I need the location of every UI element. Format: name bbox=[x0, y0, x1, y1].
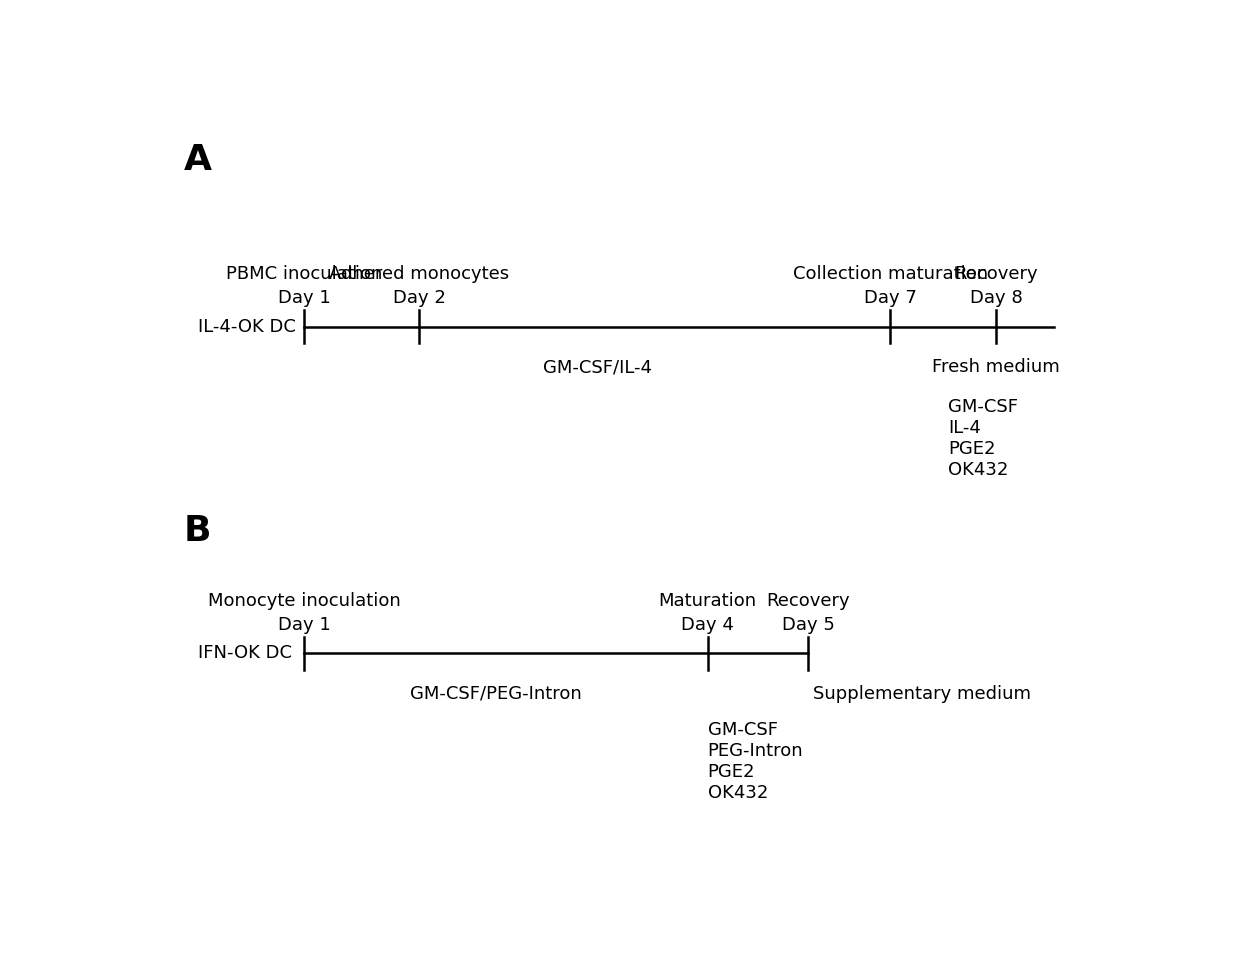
Text: Adhered monocytes: Adhered monocytes bbox=[329, 265, 510, 283]
Text: OK432: OK432 bbox=[708, 784, 768, 802]
Text: PGE2: PGE2 bbox=[708, 763, 755, 780]
Text: Recovery: Recovery bbox=[954, 265, 1038, 283]
Text: Recovery: Recovery bbox=[766, 591, 851, 610]
Text: OK432: OK432 bbox=[947, 461, 1008, 479]
Text: GM-CSF/IL-4: GM-CSF/IL-4 bbox=[543, 358, 651, 376]
Text: IL-4: IL-4 bbox=[947, 419, 981, 437]
Text: IFN-OK DC: IFN-OK DC bbox=[198, 644, 293, 662]
Text: Maturation: Maturation bbox=[658, 591, 756, 610]
Text: GM-CSF/PEG-Intron: GM-CSF/PEG-Intron bbox=[410, 685, 582, 702]
Text: Monocyte inoculation: Monocyte inoculation bbox=[207, 591, 401, 610]
Text: PGE2: PGE2 bbox=[947, 440, 996, 458]
Text: Day 7: Day 7 bbox=[864, 289, 916, 308]
Text: GM-CSF: GM-CSF bbox=[708, 721, 777, 738]
Text: A: A bbox=[184, 143, 212, 177]
Text: PBMC inoculation: PBMC inoculation bbox=[226, 265, 382, 283]
Text: PEG-Intron: PEG-Intron bbox=[708, 741, 804, 760]
Text: Supplementary medium: Supplementary medium bbox=[813, 685, 1032, 702]
Text: GM-CSF: GM-CSF bbox=[947, 398, 1018, 416]
Text: Day 5: Day 5 bbox=[782, 616, 835, 634]
Text: Day 8: Day 8 bbox=[970, 289, 1022, 308]
Text: Collection maturation: Collection maturation bbox=[792, 265, 988, 283]
Text: B: B bbox=[184, 514, 211, 548]
Text: Day 2: Day 2 bbox=[393, 289, 445, 308]
Text: Fresh medium: Fresh medium bbox=[932, 358, 1060, 376]
Text: Day 1: Day 1 bbox=[278, 289, 330, 308]
Text: Day 4: Day 4 bbox=[681, 616, 734, 634]
Text: IL-4-OK DC: IL-4-OK DC bbox=[198, 318, 296, 336]
Text: Day 1: Day 1 bbox=[278, 616, 330, 634]
